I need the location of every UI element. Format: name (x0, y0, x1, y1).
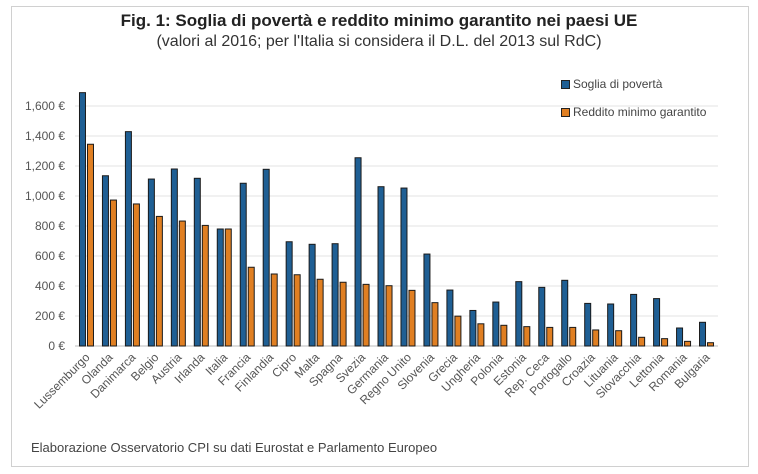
bar-reddito-spagna (339, 281, 347, 347)
y-tick-label: 1,400 € (25, 129, 65, 143)
bar-soglia-cipro (285, 241, 293, 347)
bar-reddito-lituania (615, 330, 623, 347)
y-tick-label: 600 € (35, 249, 65, 263)
legend-item-soglia: Soglia di povertà (561, 70, 706, 98)
bar-soglia-finlandia (262, 168, 270, 347)
bar-soglia-slovacchia (630, 293, 638, 347)
bar-soglia-romania (676, 327, 684, 347)
legend-label-soglia: Soglia di povertà (573, 77, 663, 91)
bar-reddito-rep-ceca (546, 326, 554, 347)
bar-reddito-olanda (109, 199, 117, 347)
bar-reddito-lettonia (661, 338, 669, 347)
bar-reddito-slovacchia (638, 336, 646, 347)
legend-label-reddito: Reddito minimo garantito (573, 105, 707, 119)
bar-soglia-austria (170, 168, 178, 347)
bar-reddito-danimarca (132, 203, 140, 347)
bar-soglia-olanda (101, 175, 109, 347)
bar-reddito-belgio (155, 215, 163, 347)
bar-soglia-lituania (607, 303, 615, 347)
y-tick-label: 400 € (35, 279, 65, 293)
bar-reddito-irlanda (201, 224, 209, 347)
bar-soglia-regno-unito (400, 187, 408, 347)
bar-reddito-cipro (293, 274, 301, 347)
bar-reddito-italia (224, 228, 232, 347)
y-tick-label: 800 € (35, 219, 65, 233)
bar-soglia-belgio (147, 178, 155, 347)
bar-reddito-ungheria (477, 323, 485, 347)
bar-soglia-irlanda (193, 177, 201, 347)
bar-soglia-slovenia (423, 253, 431, 347)
legend: Soglia di povertà Reddito minimo garanti… (561, 70, 706, 126)
x-tick-label: Cipro (269, 350, 299, 380)
chart-subtitle: (valori al 2016; per l'Italia si conside… (156, 33, 602, 50)
bar-soglia-lussemburgo (78, 92, 86, 347)
y-tick-label: 200 € (35, 309, 65, 323)
legend-item-reddito: Reddito minimo garantito (561, 98, 706, 126)
bar-reddito-grecia (454, 315, 462, 347)
bar-reddito-romania (684, 340, 692, 347)
y-tick-label: 1,200 € (25, 159, 65, 173)
legend-swatch-reddito (561, 107, 570, 117)
bar-reddito-francia (247, 266, 255, 347)
bar-soglia-danimarca (124, 131, 132, 347)
chart-title: Fig. 1: Soglia di povertà e reddito mini… (120, 11, 638, 30)
bar-reddito-croazia (592, 329, 600, 347)
bar-reddito-regno-unito (408, 289, 416, 347)
legend-swatch-soglia (561, 79, 570, 89)
bar-reddito-finlandia (270, 273, 278, 347)
bar-soglia-rep-ceca (538, 286, 546, 347)
bar-soglia-grecia (446, 289, 454, 347)
bar-reddito-portogallo (569, 326, 577, 347)
bar-soglia-spagna (331, 243, 339, 347)
bar-soglia-croazia (584, 302, 592, 347)
y-tick-label: 1,600 € (25, 99, 65, 113)
bar-reddito-polonia (500, 324, 508, 347)
bar-reddito-svezia (362, 283, 370, 347)
bar-reddito-malta (316, 278, 324, 347)
bar-soglia-portogallo (561, 279, 569, 347)
bar-soglia-malta (308, 243, 316, 347)
bar-reddito-austria (178, 220, 186, 347)
y-tick-label: 1,000 € (25, 189, 65, 203)
bar-soglia-ungheria (469, 309, 477, 347)
bar-soglia-francia (239, 182, 247, 347)
bar-reddito-slovenia (431, 302, 439, 347)
bar-soglia-italia (216, 228, 224, 347)
source-note: Elaborazione Osservatorio CPI su dati Eu… (31, 440, 438, 455)
bar-soglia-bulgaria (699, 321, 707, 347)
bar-soglia-polonia (492, 301, 500, 347)
bar-soglia-lettonia (653, 298, 661, 347)
bar-soglia-svezia (354, 157, 362, 347)
bar-reddito-lussemburgo (86, 143, 94, 347)
bar-reddito-bulgaria (707, 342, 715, 347)
bar-reddito-estonia (523, 326, 531, 347)
bar-soglia-estonia (515, 281, 523, 347)
bar-reddito-germania (385, 285, 393, 347)
y-tick-label: 0 € (48, 339, 65, 353)
bar-soglia-germania (377, 186, 385, 347)
